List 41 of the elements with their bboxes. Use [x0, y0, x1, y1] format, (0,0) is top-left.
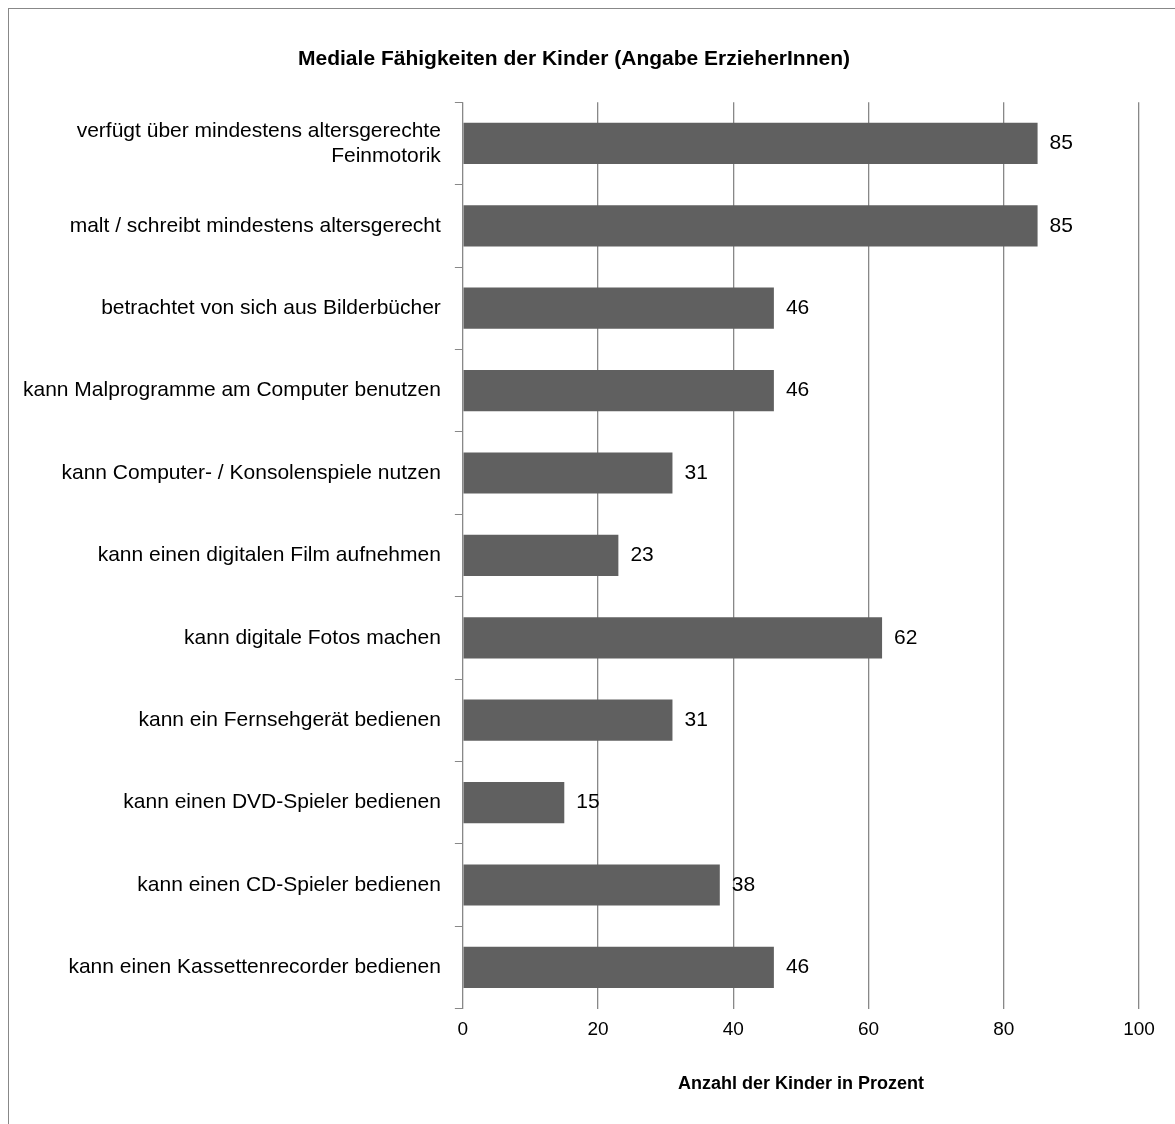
- y-tick-label: betrachtet von sich aus Bilderbücher: [101, 295, 441, 318]
- bar: [463, 782, 565, 824]
- x-tick-label: 40: [722, 1018, 744, 1040]
- data-label: 38: [731, 871, 756, 895]
- data-label: 31: [684, 459, 708, 483]
- data-label: 62: [894, 624, 918, 648]
- bar: [463, 122, 1038, 164]
- data-label: 23: [630, 542, 654, 566]
- bar: [463, 617, 883, 659]
- bar: [463, 864, 720, 906]
- x-tick-label: 20: [587, 1018, 609, 1040]
- y-tick-label: kann digitale Fotos machen: [184, 624, 441, 648]
- bar: [463, 699, 673, 741]
- y-tick-label: verfügt über mindestens altersgerechte Feinmotorik: [76, 117, 442, 166]
- bar: [463, 946, 774, 988]
- y-tick-label: malt / schreibt mindestens altersgerecht: [69, 212, 442, 236]
- bar: [463, 452, 673, 494]
- bar: [463, 534, 619, 576]
- data-label: 15: [576, 789, 600, 813]
- y-tick-label: kann ein Fernsehgerät bedienen: [138, 707, 441, 730]
- bar: [463, 205, 1038, 247]
- x-axis-title: Anzahl der Kinder in Prozent: [677, 1073, 924, 1094]
- data-label: 46: [785, 295, 810, 318]
- data-label: 85: [1049, 130, 1073, 154]
- y-tick-label: kann einen digitalen Film aufnehmen: [97, 542, 441, 566]
- x-tick-label: 80: [993, 1018, 1015, 1040]
- data-label: 31: [684, 707, 708, 730]
- data-label: 46: [785, 954, 810, 978]
- x-tick-label: 100: [1123, 1018, 1155, 1040]
- y-tick-label: kann einen DVD-Spieler bedienen: [123, 789, 441, 813]
- bar: [463, 287, 774, 329]
- data-label: 85: [1049, 212, 1073, 236]
- chart-title: Mediale Fähigkeiten der Kinder (Angabe ErzieherInnen): [298, 46, 850, 70]
- y-tick-label: kann einen CD-Spieler bedienen: [137, 871, 441, 895]
- y-tick-label: kann einen Kassettenrecorder bedienen: [68, 954, 441, 978]
- y-tick-label: kann Malprogramme am Computer benutzen: [22, 377, 441, 401]
- data-label: 46: [785, 377, 810, 401]
- x-tick-label: 60: [857, 1018, 880, 1040]
- x-tick-label: 0: [457, 1018, 469, 1040]
- bar: [463, 370, 774, 412]
- y-tick-label: kann Computer- / Konsolenspiele nutzen: [61, 459, 441, 483]
